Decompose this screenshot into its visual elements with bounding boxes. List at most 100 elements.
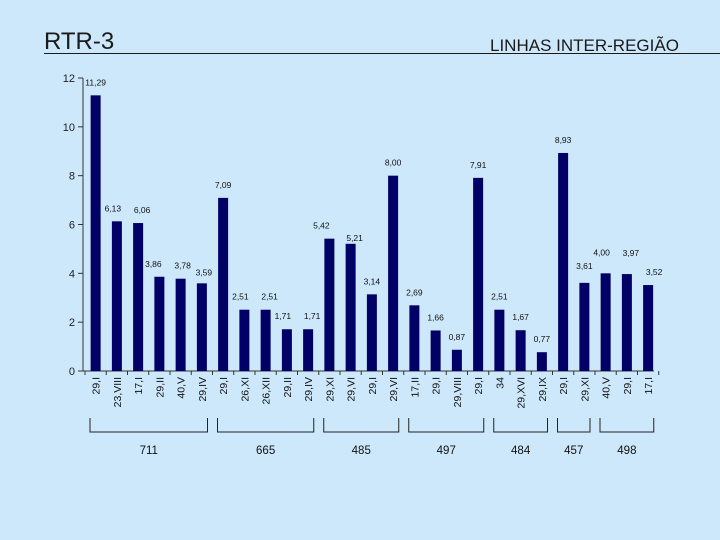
x-tick-label: 29,VI <box>388 377 400 402</box>
y-tick-label: 10 <box>63 122 75 134</box>
x-tick-label: 29,VI <box>346 377 358 402</box>
data-label: 3,59 <box>196 267 213 277</box>
x-tick-label: 29,I <box>622 377 634 395</box>
bar <box>494 309 505 371</box>
x-tick-label: 26,XII <box>261 377 273 404</box>
data-label: 3,52 <box>646 267 663 277</box>
bar <box>281 329 292 371</box>
data-label: 0,87 <box>449 332 466 342</box>
x-tick-label: 29,XI <box>579 377 591 402</box>
x-tick-label: 29,XI <box>324 377 336 402</box>
data-label: 3,14 <box>364 276 381 286</box>
y-tick-label: 4 <box>69 268 75 280</box>
data-label: 2,51 <box>232 292 249 302</box>
data-label: 0,77 <box>534 334 551 344</box>
bar <box>133 223 144 371</box>
y-tick-label: 12 <box>63 73 75 85</box>
group-bracket <box>493 418 548 433</box>
group-bracket <box>89 418 208 433</box>
title-underline <box>44 53 720 54</box>
bar <box>154 276 165 371</box>
y-tick-label: 2 <box>69 317 75 329</box>
x-tick-label: 29,I <box>91 377 103 395</box>
bar <box>451 349 462 371</box>
bar <box>90 95 101 372</box>
x-tick-label: 29,II <box>282 377 294 397</box>
data-label: 7,91 <box>470 160 487 170</box>
bar <box>239 309 250 371</box>
group-label: 665 <box>256 445 275 457</box>
x-tick-label: 29,II <box>154 377 166 397</box>
x-tick-label: 40,V <box>601 377 613 399</box>
bar <box>366 294 377 371</box>
group-label: 457 <box>564 445 583 457</box>
group-bracket <box>323 418 400 433</box>
bar <box>260 309 271 371</box>
bar <box>515 330 526 371</box>
y-tick-label: 0 <box>69 366 75 378</box>
group-label: 497 <box>437 445 456 457</box>
data-label: 8,00 <box>385 158 402 168</box>
data-label: 6,06 <box>134 205 151 215</box>
group-bracket <box>557 418 591 433</box>
data-label: 5,21 <box>346 233 363 243</box>
data-label: 3,86 <box>145 259 162 269</box>
chart-subtitle: LINHAS INTER-REGIÃO <box>490 36 679 55</box>
bar <box>324 238 335 371</box>
data-label: 1,71 <box>275 311 292 321</box>
group-label: 485 <box>352 445 371 457</box>
data-label: 5,42 <box>313 221 330 231</box>
bar <box>345 243 356 371</box>
x-tick-label: 17,II <box>409 377 421 397</box>
x-tick-label: 29,I <box>218 377 230 395</box>
data-label: 8,93 <box>555 135 572 145</box>
x-tick-label: 17,I <box>133 377 145 395</box>
bar <box>196 283 207 371</box>
bar <box>218 197 229 371</box>
x-tick-label: 29,VIII <box>452 377 464 407</box>
data-label: 1,67 <box>512 312 529 322</box>
x-tick-label: 40,V <box>176 377 188 399</box>
x-tick-label: 29,IV <box>197 377 209 402</box>
bar <box>388 175 399 371</box>
y-tick-label: 8 <box>69 171 75 183</box>
y-tick-label: 6 <box>69 220 75 232</box>
bar <box>536 352 547 371</box>
x-tick-label: 26,XI <box>239 377 251 402</box>
bar <box>303 329 314 371</box>
group-bracket <box>217 418 315 433</box>
data-label: 1,71 <box>304 311 321 321</box>
x-tick-label: 29,XVI <box>516 377 528 409</box>
group-bracket <box>599 418 655 433</box>
bar <box>621 274 632 371</box>
bar <box>175 278 186 371</box>
bar <box>111 221 122 371</box>
x-tick-label: 34 <box>494 377 506 389</box>
x-tick-label: 29,I <box>367 377 379 395</box>
x-tick-label: 29,IV <box>303 377 315 402</box>
group-bracket <box>408 418 485 433</box>
data-label: 3,97 <box>623 248 640 258</box>
data-label: 3,78 <box>174 261 191 271</box>
data-label: 2,69 <box>406 287 423 297</box>
x-tick-label: 29,I <box>558 377 570 395</box>
data-label: 11,29 <box>85 77 106 87</box>
data-label: 2,51 <box>491 292 508 302</box>
bar <box>558 152 569 371</box>
bar <box>643 285 654 371</box>
bar <box>600 273 611 371</box>
group-label: 498 <box>617 445 636 457</box>
data-label: 4,00 <box>593 247 610 257</box>
bar <box>579 282 590 371</box>
bar <box>473 177 484 371</box>
chart-title: RTR-3 <box>44 28 115 55</box>
bar <box>409 305 420 371</box>
group-label: 711 <box>140 445 158 457</box>
bar <box>430 330 441 371</box>
x-tick-label: 17,I <box>643 377 655 395</box>
x-tick-label: 23,VIII <box>112 377 124 407</box>
group-label: 484 <box>511 445 531 457</box>
data-label: 6,13 <box>105 203 122 213</box>
data-label: 2,51 <box>261 292 278 302</box>
